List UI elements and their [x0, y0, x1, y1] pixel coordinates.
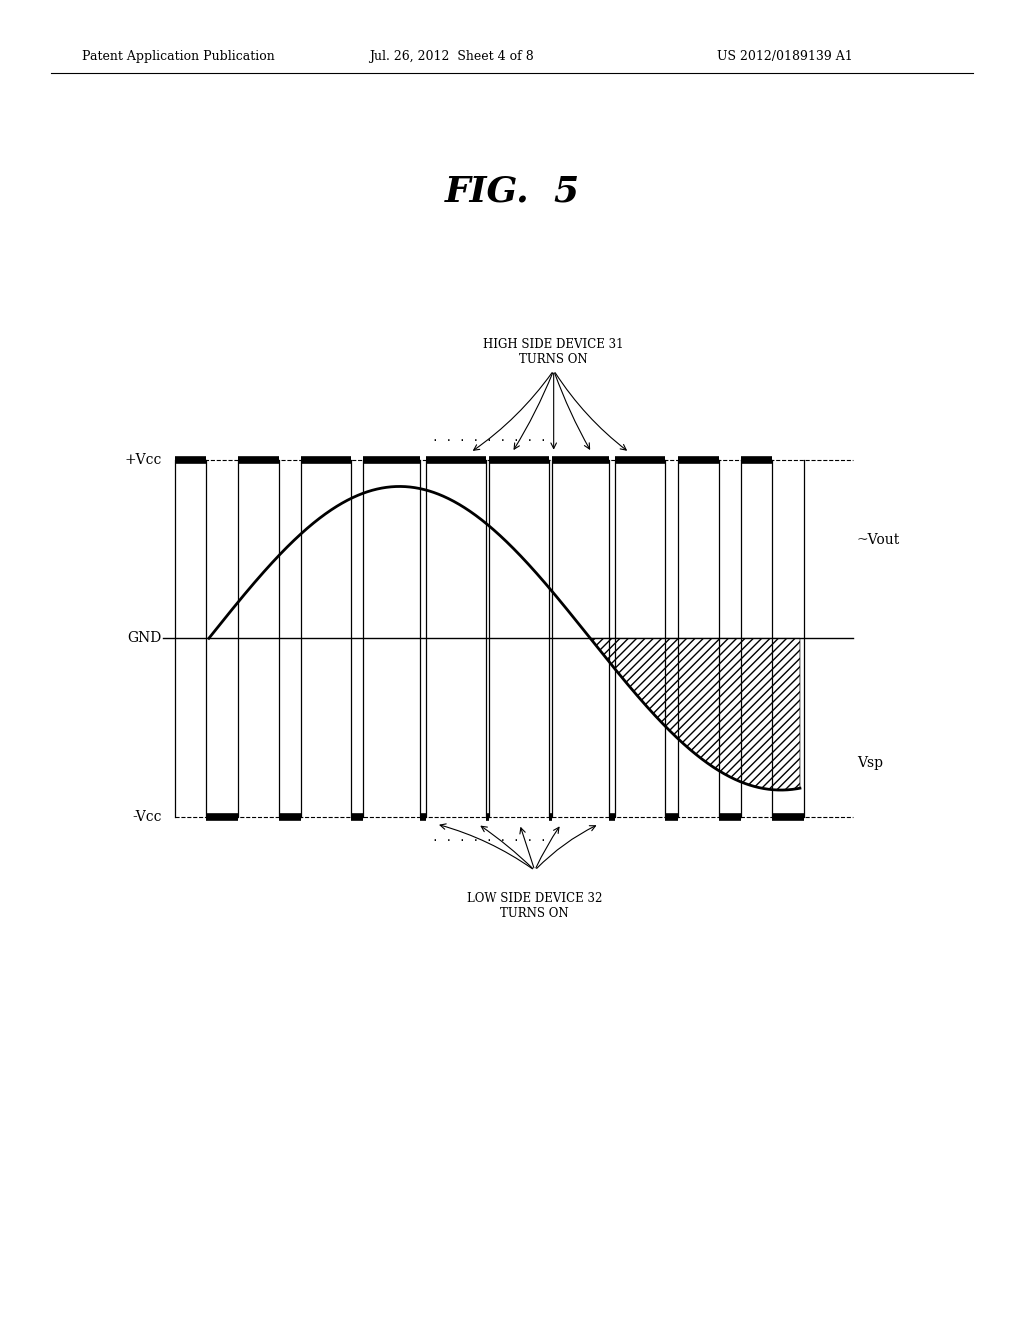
Text: . . . . . . . . .: . . . . . . . . . — [432, 833, 547, 843]
Text: LOW SIDE DEVICE 32
TURNS ON: LOW SIDE DEVICE 32 TURNS ON — [467, 892, 602, 920]
Text: GND: GND — [128, 631, 162, 645]
Text: -Vcc: -Vcc — [132, 810, 162, 824]
Text: FIG.  5: FIG. 5 — [444, 174, 580, 209]
Text: . . . . . . . . .: . . . . . . . . . — [432, 433, 547, 444]
Text: +Vcc: +Vcc — [125, 453, 162, 467]
Text: HIGH SIDE DEVICE 31
TURNS ON: HIGH SIDE DEVICE 31 TURNS ON — [483, 338, 624, 366]
Text: US 2012/0189139 A1: US 2012/0189139 A1 — [717, 50, 853, 63]
Text: Jul. 26, 2012  Sheet 4 of 8: Jul. 26, 2012 Sheet 4 of 8 — [369, 50, 534, 63]
Text: ~Vout: ~Vout — [857, 533, 900, 546]
Text: Vsp: Vsp — [857, 756, 883, 771]
Text: Patent Application Publication: Patent Application Publication — [82, 50, 274, 63]
